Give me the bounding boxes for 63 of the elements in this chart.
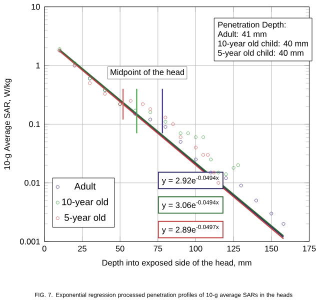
point (209, 170, 213, 174)
x-tick-label: 125 (227, 246, 240, 252)
x-axis-title: Depth into exposed side of the head, mm (102, 260, 252, 268)
point (216, 181, 220, 185)
point (216, 170, 220, 174)
annotation: Adult: 41 mm (218, 30, 266, 37)
point (133, 112, 137, 116)
annotation: y = 2.89e$^{-0.0497x}$ (162, 224, 219, 234)
point (206, 153, 210, 157)
point (209, 158, 213, 162)
point (282, 222, 286, 226)
point (178, 131, 182, 136)
point (164, 120, 168, 124)
point (254, 198, 258, 202)
point (103, 92, 107, 96)
point (148, 118, 152, 122)
point (178, 135, 182, 139)
point (202, 153, 206, 157)
x-tick-label: 75 (154, 246, 162, 252)
point (194, 135, 198, 139)
annotation: Midpoint of the head (110, 69, 184, 77)
point (88, 81, 92, 85)
point (148, 107, 152, 111)
annotation: 5-year old child: 40 mm (218, 50, 304, 58)
point (270, 212, 274, 216)
y-tick-label: 10 (32, 4, 40, 10)
legend-label: 5-year old (64, 214, 106, 223)
point (72, 61, 76, 65)
annotation: y = 2.92e$^{-0.0494x}$ (162, 176, 219, 186)
y-tick-label: 0.1 (29, 121, 40, 128)
point (236, 163, 240, 167)
x-tick-label: 150 (265, 246, 278, 252)
point (224, 172, 228, 176)
point (202, 135, 206, 139)
point (239, 184, 243, 188)
y-tick-label: 0.01 (24, 180, 40, 186)
point (194, 158, 198, 162)
x-tick-label: 175 (302, 246, 316, 252)
point (212, 170, 216, 174)
annotation: y = 3.06e$^{-0.0494x}$ (162, 200, 219, 210)
annotation: Penetration Depth: (218, 22, 286, 30)
y-tick-label: 1 (36, 62, 40, 68)
point (186, 131, 190, 136)
legend-label: Adult (74, 182, 96, 190)
point (140, 102, 145, 106)
point (164, 125, 168, 129)
legend-label: 10-year old (62, 198, 108, 208)
point (133, 108, 137, 112)
y-axis-title: 10-g Average SAR, W/kg (4, 78, 12, 170)
point (194, 146, 198, 150)
point (128, 99, 132, 103)
y-tick-label: 0.001 (20, 238, 40, 244)
x-tick-label: 100 (189, 246, 202, 252)
point (232, 166, 236, 170)
point (224, 176, 228, 180)
point (178, 140, 182, 144)
point (148, 110, 152, 114)
x-tick-label: 50 (116, 246, 124, 252)
x-tick-label: 0 (42, 246, 46, 252)
point (164, 116, 168, 120)
annotation: 10-year old child: 40 mm (218, 40, 308, 48)
point (171, 122, 175, 126)
x-tick-label: 25 (78, 246, 86, 252)
